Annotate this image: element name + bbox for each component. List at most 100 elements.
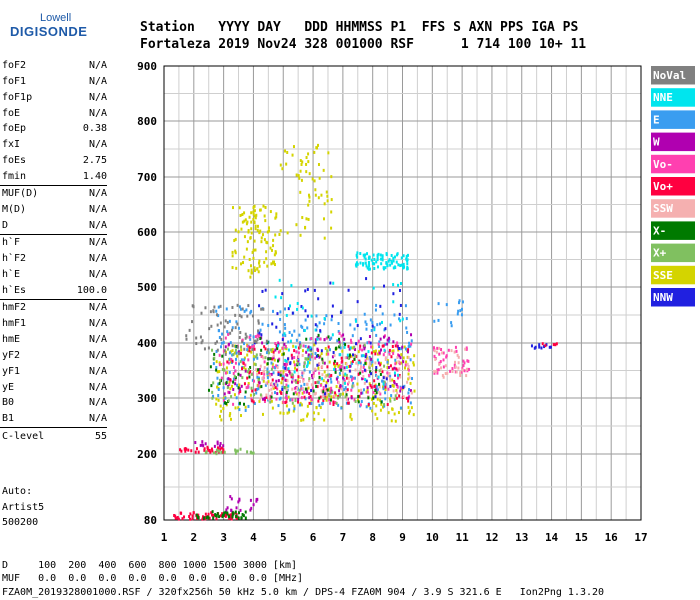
echo-point: [244, 510, 247, 514]
echo-point: [398, 354, 401, 358]
echo-point: [219, 304, 222, 308]
echo-point: [231, 344, 234, 348]
echo-point: [361, 348, 364, 352]
echo-point: [289, 339, 292, 343]
echo-point: [371, 261, 374, 265]
echo-point: [397, 376, 400, 380]
echo-point: [265, 395, 268, 399]
echo-point: [218, 370, 221, 374]
echo-point: [406, 253, 409, 257]
echo-point: [298, 346, 301, 350]
echo-point: [329, 337, 332, 341]
echo-point: [343, 381, 346, 385]
echo-point: [285, 378, 288, 382]
echo-point: [218, 449, 221, 453]
echo-point: [399, 375, 402, 379]
echo-point: [384, 356, 387, 360]
x-tick-label: 4: [250, 531, 257, 544]
echo-point: [257, 319, 260, 323]
x-tick-label: 15: [575, 531, 588, 544]
echo-point: [408, 388, 411, 392]
echo-point: [316, 324, 319, 328]
echo-point: [289, 362, 292, 366]
echo-point: [339, 392, 342, 396]
echo-point: [288, 408, 291, 412]
echo-point: [450, 324, 453, 328]
echo-point: [266, 230, 269, 234]
echo-point: [393, 371, 396, 375]
echo-point: [238, 511, 241, 515]
echo-point: [304, 309, 307, 313]
echo-point: [317, 143, 320, 147]
echo-point: [287, 357, 290, 361]
echo-point: [296, 381, 299, 385]
echo-point: [214, 341, 217, 345]
echo-point: [335, 385, 338, 389]
echo-point: [286, 411, 289, 415]
echo-point: [367, 373, 370, 377]
echo-point: [318, 375, 321, 379]
echo-point: [263, 238, 266, 242]
echo-point: [407, 364, 410, 368]
echo-point: [365, 405, 368, 409]
echo-point: [221, 513, 224, 517]
echo-point: [345, 362, 348, 366]
echo-point: [247, 304, 250, 308]
y-tick-label: 80: [144, 514, 157, 527]
echo-point: [243, 342, 246, 346]
echo-point: [383, 384, 386, 388]
echo-point: [297, 358, 300, 362]
echo-point: [263, 372, 266, 376]
echo-point: [208, 327, 211, 331]
echo-point: [330, 318, 333, 322]
echo-point: [353, 345, 356, 349]
echo-point: [396, 344, 399, 348]
echo-point: [379, 392, 382, 396]
echo-point: [305, 156, 308, 160]
echo-point: [457, 355, 460, 359]
echo-point: [256, 333, 259, 337]
echo-point: [363, 312, 366, 316]
echo-point: [203, 447, 206, 451]
echo-point: [286, 362, 289, 366]
echo-point: [294, 379, 297, 383]
echo-point: [224, 350, 227, 354]
echo-point: [257, 270, 260, 274]
echo-point: [326, 199, 329, 203]
echo-point: [253, 402, 256, 406]
echo-point: [400, 406, 403, 410]
echo-point: [273, 263, 276, 267]
echo-point: [351, 346, 354, 350]
echo-point: [322, 217, 325, 221]
echo-point: [293, 329, 296, 333]
echo-point: [283, 342, 286, 346]
echo-point: [246, 376, 249, 380]
echo-point: [328, 387, 331, 391]
echo-point: [279, 411, 282, 415]
echo-point: [409, 344, 412, 348]
param-value: N/A: [88, 220, 107, 231]
echo-point: [307, 193, 310, 197]
echo-point: [235, 344, 238, 348]
echo-point: [325, 352, 328, 356]
echo-point: [297, 174, 300, 178]
echo-point: [392, 283, 395, 287]
echo-point: [412, 413, 415, 417]
echo-point: [387, 411, 390, 415]
echo-point: [318, 371, 321, 375]
echo-point: [402, 356, 405, 360]
echo-point: [263, 366, 266, 370]
echo-point: [225, 401, 228, 405]
echo-point: [281, 346, 284, 350]
echo-point: [284, 386, 287, 390]
echo-point: [259, 229, 262, 233]
echo-point: [379, 408, 382, 412]
echo-point: [212, 451, 215, 455]
echo-point: [379, 337, 382, 341]
echo-point: [327, 379, 330, 383]
echo-point: [207, 448, 210, 452]
echo-point: [227, 377, 230, 381]
echo-point: [308, 392, 311, 396]
echo-point: [395, 383, 398, 387]
echo-point: [406, 265, 409, 269]
